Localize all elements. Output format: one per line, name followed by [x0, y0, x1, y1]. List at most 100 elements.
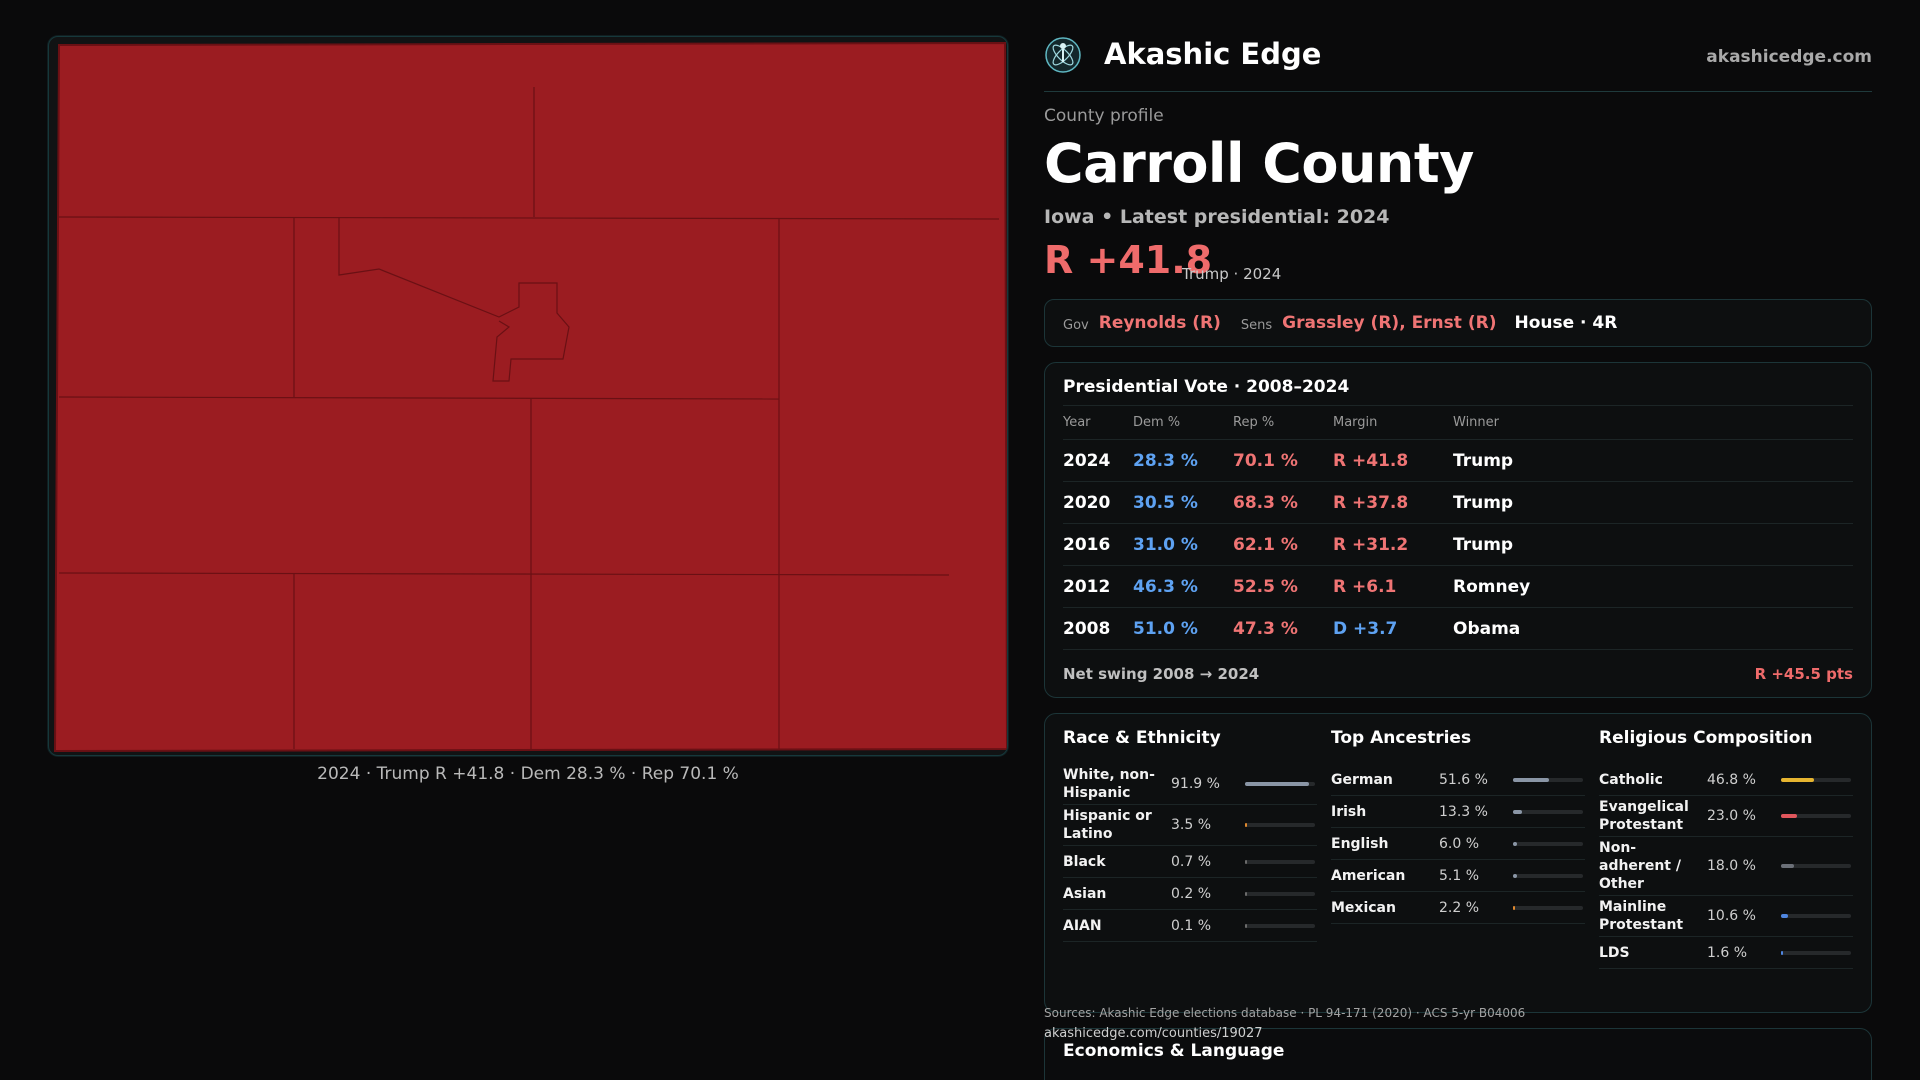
officials-bar: Gov Reynolds (R) Sens Grassley (R), Erns…	[1044, 299, 1872, 347]
demographic-bar-fill	[1245, 859, 1247, 864]
row-winner: Trump	[1453, 523, 1853, 566]
demographic-bar	[1513, 809, 1583, 814]
row-rep: 68.3 %	[1233, 481, 1333, 524]
demographic-bar	[1245, 891, 1315, 896]
demographic-value: 10.6 %	[1707, 908, 1756, 924]
atom-figure-icon[interactable]	[1044, 36, 1082, 74]
table-row: 2020 30.5 % 68.3 % R +37.8 Trump	[1063, 481, 1853, 524]
row-year: 2008	[1063, 607, 1133, 650]
demographics-column: Religious Composition Catholic 46.8 % Evang…	[1599, 728, 1853, 969]
list-item: Catholic 46.8 %	[1599, 764, 1853, 796]
demographic-label: German	[1331, 771, 1393, 788]
row-dem: 31.0 %	[1133, 523, 1233, 566]
list-item: Mainline Protestant 10.6 %	[1599, 896, 1853, 937]
list-item: Hispanic or Latino 3.5 %	[1063, 805, 1317, 846]
row-year: 2024	[1063, 439, 1133, 482]
demographic-value: 46.8 %	[1707, 771, 1756, 788]
row-rep: 47.3 %	[1233, 607, 1333, 650]
demographic-label: LDS	[1599, 944, 1630, 961]
net-swing-label: Net swing 2008 → 2024	[1063, 665, 1260, 683]
row-dem: 51.0 %	[1133, 607, 1233, 650]
brand-name[interactable]: Akashic Edge	[1104, 37, 1322, 71]
row-margin: R +6.1	[1333, 565, 1453, 608]
demographic-bar-fill	[1513, 809, 1522, 814]
demographic-value: 5.1 %	[1439, 867, 1480, 884]
demographic-bar	[1245, 782, 1315, 786]
sources-url-link[interactable]: akashicedge.com/counties/19027	[1044, 1026, 1263, 1041]
table-row: 2012 46.3 % 52.5 % R +6.1 Romney	[1063, 565, 1853, 608]
sources-note: Sources: Akashic Edge elections database…	[1044, 1006, 1526, 1020]
net-swing: Net swing 2008 → 2024 R +45.5 pts	[1063, 665, 1853, 683]
col-winner: Winner	[1453, 405, 1853, 440]
list-item: LDS 1.6 %	[1599, 937, 1853, 969]
demographic-label: Black	[1063, 853, 1106, 870]
page-subtitle: Iowa • Latest presidential: 2024	[1044, 206, 1390, 228]
demographics-column: Race & Ethnicity White, non-Hispanic 91.9 …	[1063, 728, 1317, 942]
list-item: White, non-Hispanic 91.9 %	[1063, 764, 1317, 805]
row-year: 2016	[1063, 523, 1133, 566]
demographic-value: 1.6 %	[1707, 944, 1748, 961]
headline-margin: R +41.8	[1044, 238, 1213, 282]
demographic-label: Mainline Protestant	[1599, 899, 1684, 933]
demographic-bar-fill	[1513, 905, 1515, 910]
vote-table-header: Year Dem % Rep % Margin Winner	[1063, 405, 1853, 440]
demographic-bar-fill	[1245, 823, 1247, 827]
demographic-bar-fill	[1245, 782, 1309, 786]
demographic-value: 91.9 %	[1171, 776, 1220, 792]
list-item: Mexican 2.2 %	[1331, 892, 1585, 924]
demographic-bar-fill	[1781, 864, 1794, 868]
demographic-label: Catholic	[1599, 771, 1663, 788]
demographic-bar	[1781, 950, 1851, 955]
demographic-bar-fill	[1513, 841, 1517, 846]
county-profile-panel: Akashic Edge akashicedge.com County prof…	[1044, 0, 1872, 1080]
row-dem: 30.5 %	[1133, 481, 1233, 524]
row-margin: R +41.8	[1333, 439, 1453, 482]
presidential-vote-card: Presidential Vote · 2008–2024 Year Dem %…	[1044, 362, 1872, 698]
page-title: Carroll County	[1044, 132, 1474, 195]
economics-card: Economics & Language	[1044, 1028, 1872, 1080]
row-winner: Trump	[1453, 481, 1853, 524]
demographic-bar	[1245, 859, 1315, 864]
demographic-value: 0.7 %	[1171, 853, 1212, 870]
demographic-bar	[1781, 864, 1851, 868]
gov-label: Gov	[1063, 317, 1089, 333]
house-delegation: House · 4R	[1514, 313, 1618, 333]
vote-table: Year Dem % Rep % Margin Winner 2024 28.3…	[1063, 405, 1853, 650]
list-item: English 6.0 %	[1331, 828, 1585, 860]
demographic-value: 2.2 %	[1439, 899, 1480, 916]
demographic-value: 51.6 %	[1439, 771, 1488, 788]
list-item: Irish 13.3 %	[1331, 796, 1585, 828]
demographic-label: AIAN	[1063, 917, 1102, 934]
county-map[interactable]	[48, 36, 1008, 756]
demographic-bar	[1513, 777, 1583, 782]
table-row: 2008 51.0 % 47.3 % D +3.7 Obama	[1063, 607, 1853, 650]
list-item: Evangelical Protestant 23.0 %	[1599, 796, 1853, 837]
brand-url-link[interactable]: akashicedge.com	[1706, 47, 1872, 67]
row-rep: 70.1 %	[1233, 439, 1333, 482]
map-caption: 2024 · Trump R +41.8 · Dem 28.3 % · Rep …	[317, 764, 739, 784]
township-borders	[58, 87, 1000, 749]
demographic-value: 0.1 %	[1171, 917, 1212, 934]
demographic-bar-fill	[1781, 814, 1797, 818]
list-item: Asian 0.2 %	[1063, 878, 1317, 910]
table-row: 2016 31.0 % 62.1 % R +31.2 Trump	[1063, 523, 1853, 566]
demographics-card: Race & Ethnicity White, non-Hispanic 91.9 …	[1044, 713, 1872, 1013]
row-winner: Trump	[1453, 439, 1853, 482]
senators-names: Grassley (R), Ernst (R)	[1282, 313, 1497, 333]
demographic-label: English	[1331, 835, 1389, 852]
demographic-value: 18.0 %	[1707, 858, 1756, 874]
demographic-value: 3.5 %	[1171, 817, 1212, 833]
col-dem: Dem %	[1133, 405, 1233, 440]
demographics-column-title: Religious Composition	[1599, 728, 1813, 748]
sens-label: Sens	[1240, 317, 1273, 333]
row-rep: 52.5 %	[1233, 565, 1333, 608]
demographic-bar-fill	[1513, 873, 1517, 878]
demographics-column-title: Race & Ethnicity	[1063, 728, 1221, 748]
demographic-bar	[1513, 873, 1583, 878]
row-rep: 62.1 %	[1233, 523, 1333, 566]
row-margin: R +37.8	[1333, 481, 1453, 524]
row-margin: D +3.7	[1333, 607, 1453, 650]
headline-margin-note: Trump · 2024	[1182, 265, 1282, 283]
demographic-value: 23.0 %	[1707, 808, 1756, 824]
demographic-label: Evangelical Protestant	[1599, 799, 1689, 833]
